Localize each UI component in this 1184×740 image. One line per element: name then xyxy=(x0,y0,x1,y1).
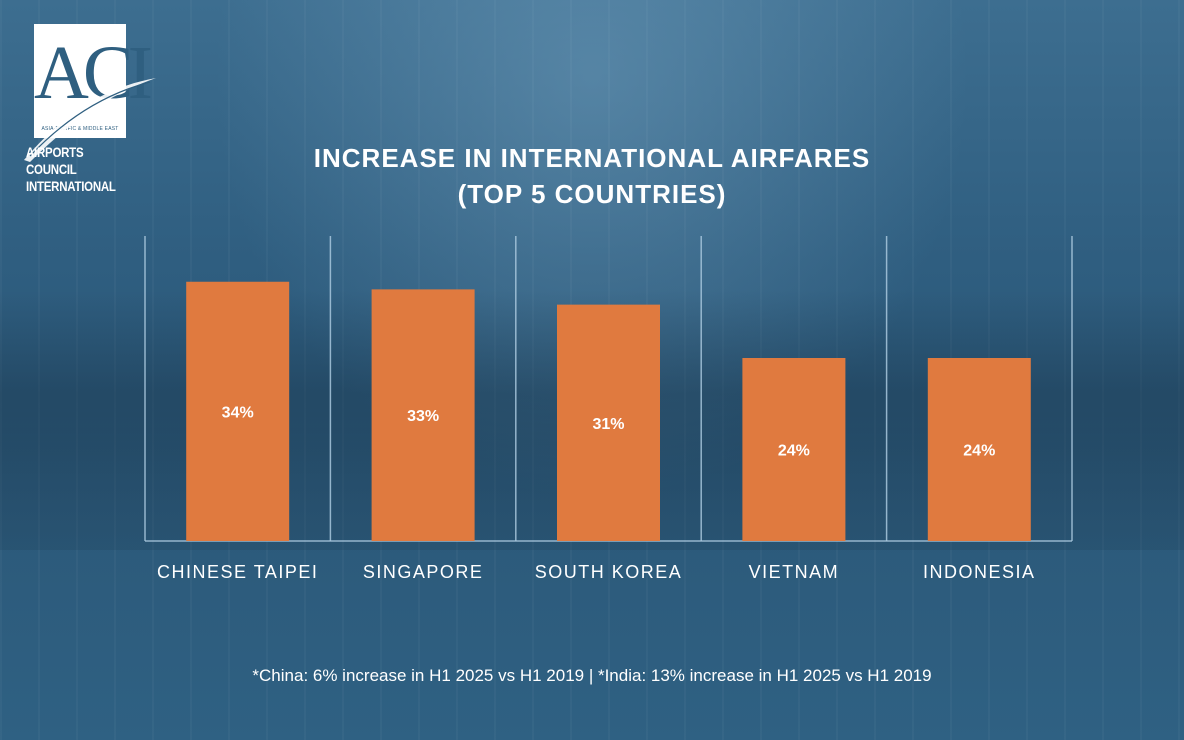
bar xyxy=(186,281,290,541)
swoosh-icon xyxy=(24,78,156,162)
aci-logo: ACI ASIA-PACIFIC & MIDDLE EAST AIRPORTS … xyxy=(24,24,156,195)
category-label: SOUTH KOREA xyxy=(535,562,683,582)
chart-subtitle: (TOP 5 COUNTRIES) xyxy=(457,179,727,209)
logo-name-line1: AIRPORTS COUNCIL xyxy=(26,144,84,177)
chart-title-block: INCREASE IN INTERNATIONAL AIRFARES (TOP … xyxy=(0,140,1184,212)
data-label: 33% xyxy=(407,408,439,425)
data-label: 34% xyxy=(222,404,254,421)
category-label: INDONESIA xyxy=(923,562,1036,582)
logo-name: AIRPORTS COUNCIL INTERNATIONAL xyxy=(26,144,133,195)
bar xyxy=(557,304,660,541)
bar xyxy=(927,358,1031,541)
chart-title: INCREASE IN INTERNATIONAL AIRFARES xyxy=(313,143,871,173)
data-label: 24% xyxy=(778,443,810,460)
category-label: CHINESE TAIPEI xyxy=(157,562,318,582)
data-label: 24% xyxy=(963,443,995,460)
bar xyxy=(371,289,475,541)
data-label: 31% xyxy=(592,416,624,433)
footnote: *China: 6% increase in H1 2025 vs H1 201… xyxy=(252,666,932,685)
logo-box: ACI ASIA-PACIFIC & MIDDLE EAST xyxy=(24,24,156,162)
category-label: VIETNAM xyxy=(749,562,840,582)
logo-region: ASIA-PACIFIC & MIDDLE EAST xyxy=(41,126,119,132)
category-label: SINGAPORE xyxy=(363,562,484,582)
bar xyxy=(742,358,846,541)
logo-name-line2: INTERNATIONAL xyxy=(26,178,116,194)
